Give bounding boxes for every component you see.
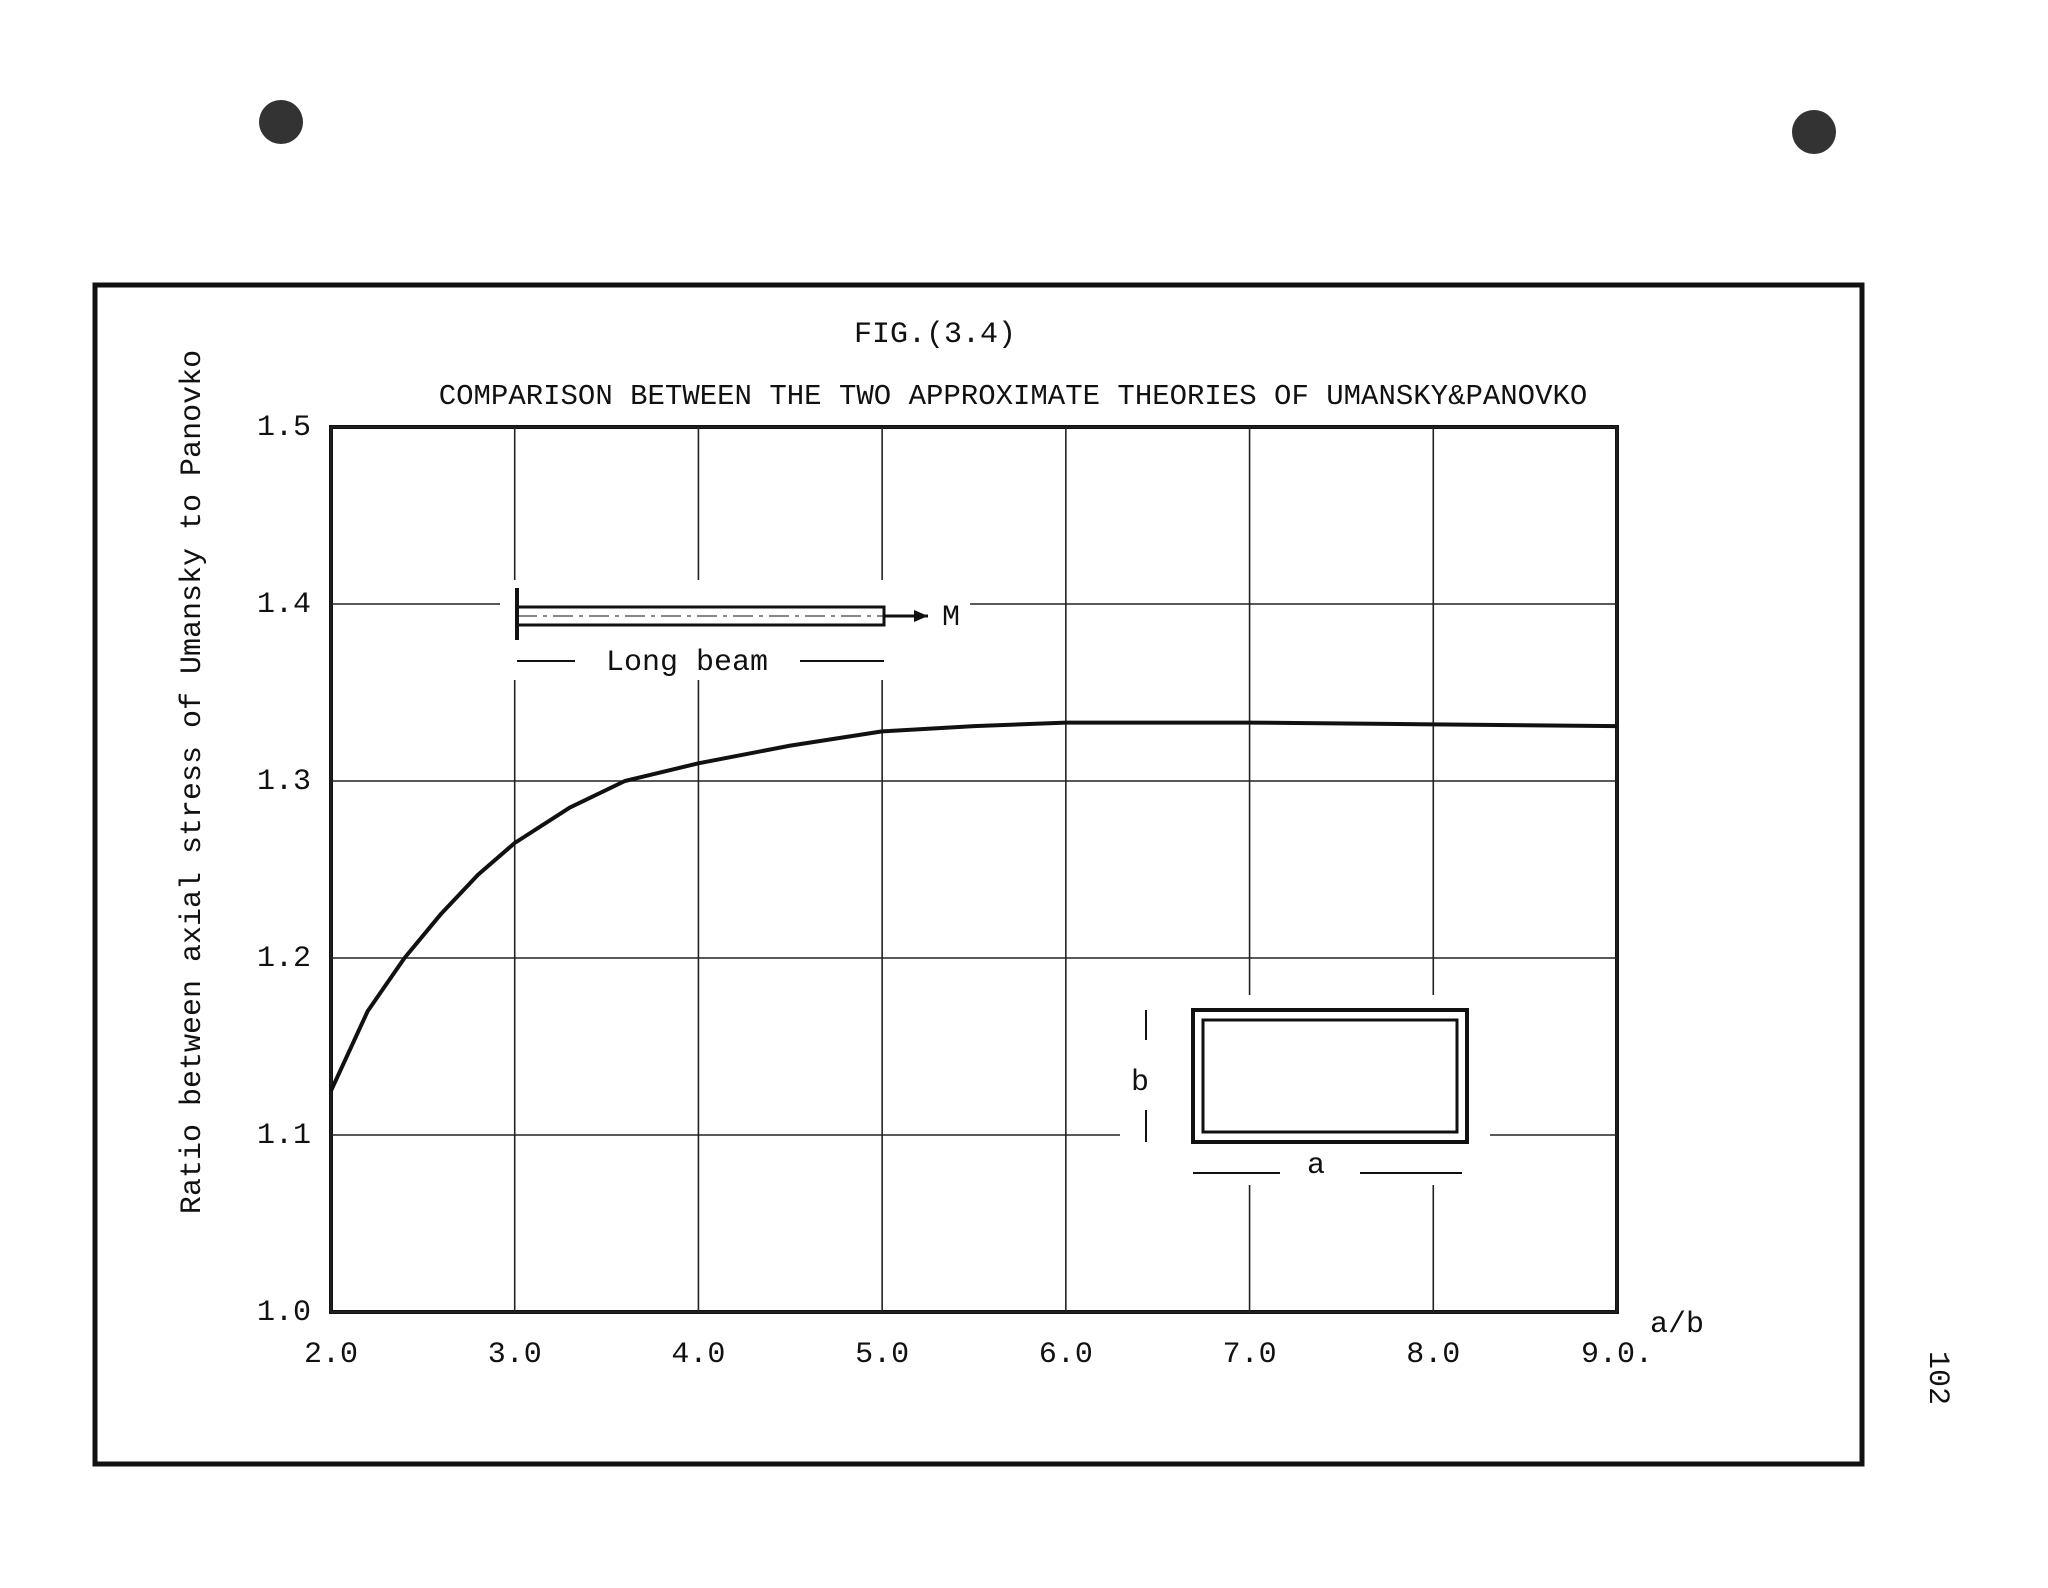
x-tick-label: 5.0 [855, 1338, 909, 1372]
x-tick-label: 4.0 [671, 1338, 725, 1372]
chart-subtitle: COMPARISON BETWEEN THE TWO APPROXIMATE T… [439, 380, 1588, 413]
punch-hole [259, 100, 303, 144]
section-diagram: b a [1120, 995, 1490, 1185]
x-tick-label: 8.0 [1406, 1338, 1460, 1372]
annotation: b [1131, 1066, 1149, 1100]
y-tick-label: 1.4 [257, 588, 311, 622]
chart-title: FIG.(3.4) [854, 318, 1016, 352]
data-line [329, 720, 1618, 1092]
x-tick-label: 9.0. [1581, 1338, 1653, 1372]
y-tick-label: 1.5 [257, 411, 311, 445]
y-tick-label: 1.3 [257, 765, 311, 799]
x-tick-label: 3.0 [488, 1338, 542, 1372]
y-axis-label: Ratio between axial stress of Umansky to… [176, 350, 210, 1214]
grid: 2.0 3.0 4.0 5.0 6.0 7.0 8.0 9.0. 1.0 1.1 1.2 1.3 1.4… [257, 411, 1653, 1372]
beam-diagram: M Long beam [500, 580, 970, 680]
y-tick-label: 1.2 [257, 942, 311, 976]
x-tick-label: 6.0 [1039, 1338, 1093, 1372]
x-axis-label: a/b [1650, 1308, 1704, 1342]
section-outer [1191, 1008, 1469, 1144]
annotation: Long beam [606, 646, 768, 680]
section-inner [1201, 1018, 1459, 1134]
x-tick-label: 7.0 [1223, 1338, 1277, 1372]
page-number: 102 [1920, 1351, 1954, 1405]
annotation: a [1307, 1149, 1325, 1183]
moment-arrowhead [914, 610, 928, 622]
annotation: M [942, 601, 960, 635]
y-tick-label: 1.0 [257, 1296, 311, 1330]
plot [329, 720, 1618, 1092]
x-tick-label: 2.0 [304, 1338, 358, 1372]
y-tick-label: 1.1 [257, 1119, 311, 1153]
diagram-background [1120, 995, 1490, 1185]
frame [92, 282, 1865, 1467]
punch-hole [1792, 110, 1836, 154]
diagram-background [500, 580, 970, 680]
